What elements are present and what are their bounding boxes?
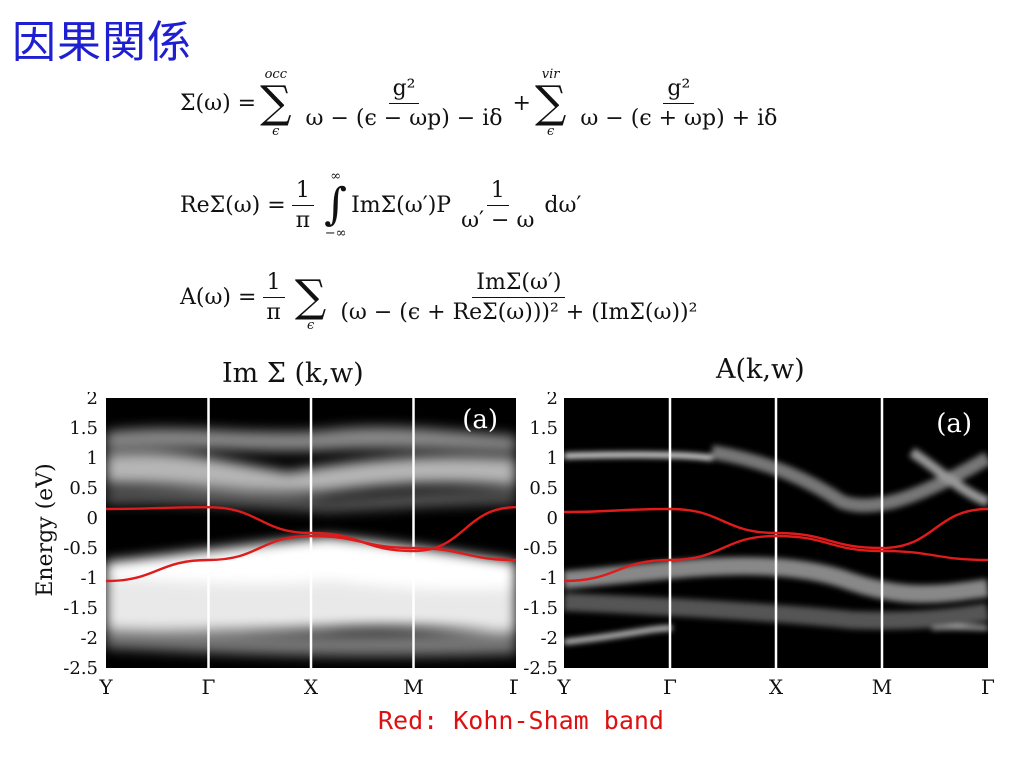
eq3-sum-bottom: ϵ [306, 318, 315, 333]
right-y-tick-label: -0.5 [523, 538, 558, 559]
eq2-tail: dω′ [544, 192, 582, 218]
eq2-integral: ∞ ∫ −∞ [324, 169, 348, 241]
eq1-den2: ω − (ϵ + ωp) + iδ [580, 105, 778, 131]
eq1-lhs: Σ(ω) = [180, 90, 257, 116]
equation-self-energy: Σ(ω) = occ ∑ ϵ g² ω − (ϵ − ωp) − iδ + vi… [180, 68, 787, 138]
left-y-tick-label: -1.5 [63, 598, 98, 619]
right-y-tick-label: 1.5 [529, 418, 558, 439]
left-y-tick-label: 2 [87, 392, 98, 409]
left-x-tick-label: X [304, 675, 319, 699]
right-heatmap [564, 445, 988, 645]
eq2-prefactor-den: π [295, 207, 311, 233]
eq3-sum: ∑ ϵ [294, 271, 327, 333]
left-y-tick-label: -0.5 [63, 538, 98, 559]
left-panel-tag: (a) [462, 405, 498, 435]
eq3-lhs: A(ω) = [180, 284, 257, 310]
left-band-1 [105, 534, 517, 583]
right-y-tick-label: -2.5 [523, 658, 558, 679]
right-x-tick-label: X [769, 675, 784, 699]
eq1-sum-occ: occ ∑ ϵ [260, 67, 292, 139]
eq2-lhs: ReΣ(ω) = [180, 192, 286, 218]
slide-title: 因果関係 [12, 17, 192, 68]
eq1-den1: ω − (ϵ − ωp) − iδ [305, 105, 503, 131]
eq2-prefactor: 1 π [291, 178, 314, 233]
left-y-tick-label: 1.5 [69, 418, 98, 439]
eq1-sum-vir-bottom: ϵ [547, 124, 555, 139]
eq3-den: (ω − (ϵ + ReΣ(ω)))² + (ImΣ(ω))² [340, 299, 698, 325]
left-y-tick-label: -2 [80, 628, 98, 649]
right-x-tick-label: M [872, 675, 892, 699]
left-y-axis-label: Energy (eV) [33, 463, 58, 596]
right-band-plot: 2 1.5 1 0.5 0 -0.5 -1 -1.5 -2 -2.5 Y Γ X M Γ (a) [523, 392, 995, 699]
eq1-num1: g² [388, 76, 420, 104]
eq3-fraction: ImΣ(ω′) (ω − (ϵ + ReΣ(ω)))² + (ImΣ(ω))² [336, 270, 701, 325]
eq2-den: ω′ − ω [461, 207, 535, 233]
right-band-1 [563, 534, 989, 583]
eq1-fraction-1: g² ω − (ϵ − ωp) − iδ [302, 76, 507, 131]
eq1-sum-occ-bottom: ϵ [272, 124, 280, 139]
left-y-tick-label: 0.5 [69, 478, 98, 499]
left-band-0 [105, 505, 517, 553]
left-x-tick-label: Γ [509, 675, 518, 699]
right-plot-label: A(k,w) [716, 354, 805, 385]
eq3-num: ImΣ(ω′) [472, 270, 566, 298]
equation-kramers-kronig: ReΣ(ω) = 1 π ∞ ∫ −∞ ImΣ(ω′)P 1 ω′ − ω dω… [180, 170, 581, 240]
right-y-tick-label: 0.5 [529, 478, 558, 499]
eq3-prefactor: 1 π [262, 270, 285, 325]
right-kohn-sham-bands [563, 507, 989, 583]
eq2-num: 1 [486, 178, 509, 206]
right-band-0 [563, 507, 989, 550]
eq2-body: ImΣ(ω′)P [351, 192, 452, 218]
left-y-tick-label: -2.5 [63, 658, 98, 679]
eq2-fraction: 1 ω′ − ω [457, 178, 538, 233]
right-y-tick-label: 1 [547, 448, 558, 469]
left-band-plot: 2 1.5 1 0.5 0 -0.5 -1 -1.5 -2 -2.5 Y Γ X M Γ (a) Ener… [33, 392, 518, 699]
eq1-num2: g² [663, 76, 695, 104]
left-y-tick-label: -1 [80, 568, 98, 589]
right-y-tick-label: -1 [540, 568, 558, 589]
eq1-sum-occ-top: occ [264, 67, 287, 82]
right-x-tick-label: Γ [663, 675, 677, 699]
left-y-tick-label: 1 [87, 448, 98, 469]
eq1-sum-vir: vir ∑ ϵ [534, 67, 567, 139]
left-x-tick-label: Γ [202, 675, 216, 699]
equation-spectral-function: A(ω) = 1 π ∑ ϵ ImΣ(ω′) (ω − (ϵ + ReΣ(ω))… [180, 262, 707, 333]
footnote-red-band: Red: Kohn-Sham band [378, 706, 664, 735]
eq1-plus: + [512, 90, 531, 116]
left-x-tick-label: Y [98, 675, 113, 699]
left-plot-label: Im Σ (k,w) [222, 358, 364, 389]
right-panel-tag: (a) [936, 409, 972, 439]
right-y-tick-label: -2 [540, 628, 558, 649]
eq1-fraction-2: g² ω − (ϵ + ωp) + iδ [576, 76, 781, 131]
eq2-int-bottom: −∞ [324, 226, 347, 241]
right-y-tick-label: 2 [547, 392, 558, 409]
left-x-tick-label: M [403, 675, 423, 699]
eq3-prefactor-den: π [266, 299, 281, 325]
eq1-sum-vir-top: vir [541, 67, 560, 82]
right-x-tick-label: Γ [981, 675, 995, 699]
left-y-tick-labels: 2 1.5 1 0.5 0 -0.5 -1 -1.5 -2 -2.5 [63, 392, 98, 679]
left-y-tick-label: 0 [87, 508, 98, 529]
eq3-prefactor-num: 1 [262, 270, 285, 298]
right-y-tick-label: 0 [547, 508, 558, 529]
right-y-tick-labels: 2 1.5 1 0.5 0 -0.5 -1 -1.5 -2 -2.5 [523, 392, 558, 679]
eq2-prefactor-num: 1 [291, 178, 314, 206]
right-x-tick-label: Y [556, 675, 571, 699]
eq2-int-top: ∞ [330, 169, 342, 184]
left-kohn-sham-bands [105, 505, 517, 583]
right-y-tick-label: -1.5 [523, 598, 558, 619]
